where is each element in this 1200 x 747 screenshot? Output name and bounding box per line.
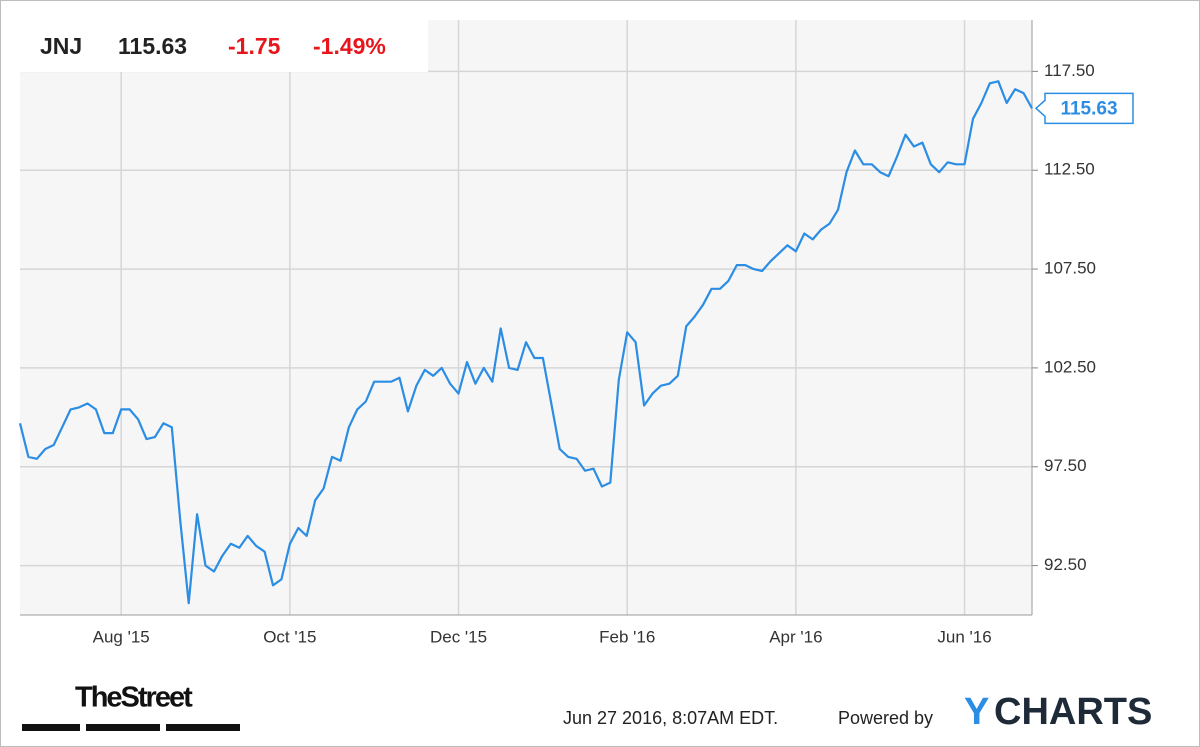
header-box (20, 20, 428, 72)
y-tick-label: 107.50 (1044, 259, 1096, 278)
brand-bar (166, 724, 240, 731)
last-value-label: 115.63 (1060, 98, 1117, 119)
change-percent: -1.49% (313, 33, 386, 59)
ticker: JNJ (40, 33, 82, 59)
x-tick-label: Dec '15 (430, 627, 487, 646)
y-tick-label: 112.50 (1044, 160, 1095, 179)
y-tick-label: 97.50 (1044, 456, 1087, 475)
timestamp: Jun 27 2016, 8:07AM EDT. (563, 708, 778, 728)
logo-text: CHARTS (994, 691, 1152, 733)
change: -1.75 (228, 33, 281, 59)
x-tick-label: Apr '16 (769, 627, 822, 646)
brand-bar (86, 724, 160, 731)
brand-bar (22, 724, 80, 731)
y-tick-label: 92.50 (1044, 555, 1087, 574)
logo-mark: Y (964, 691, 989, 733)
brand: TheStreet (75, 682, 193, 714)
x-tick-label: Jun '16 (937, 627, 991, 646)
x-tick-label: Oct '15 (263, 627, 316, 646)
x-tick-label: Feb '16 (599, 627, 655, 646)
y-tick-label: 117.50 (1044, 61, 1095, 80)
price: 115.63 (118, 33, 187, 59)
y-tick-label: 102.50 (1044, 357, 1096, 376)
x-tick-label: Aug '15 (93, 627, 150, 646)
powered-by: Powered by (838, 708, 933, 728)
price-line (18, 80, 1033, 605)
plot-area (20, 20, 1032, 615)
last-value-box (1034, 92, 1134, 125)
